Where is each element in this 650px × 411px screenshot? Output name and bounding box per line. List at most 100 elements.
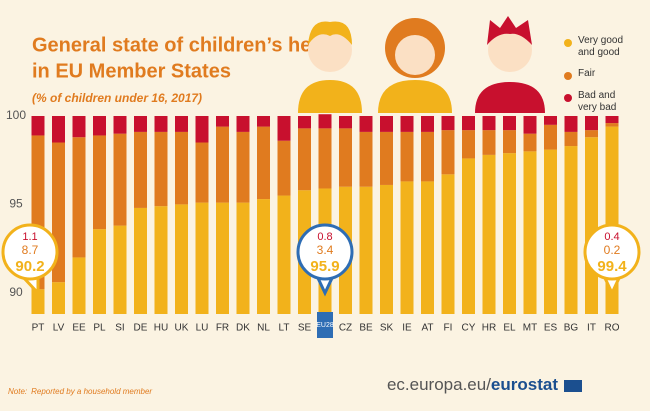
legend-marker: [564, 94, 572, 102]
bar-segment: [380, 184, 393, 314]
callout: [296, 223, 354, 281]
legend-label: Very good and good: [578, 35, 624, 58]
x-tick-label: BE: [359, 323, 373, 334]
bar-segment: [216, 116, 229, 127]
bar-segment: [523, 116, 537, 134]
y-tick-label: 95: [9, 197, 23, 211]
bar-segment: [195, 202, 209, 314]
bar-segment: [380, 116, 393, 132]
bar-segment: [113, 225, 127, 314]
x-tick-label: NL: [257, 323, 270, 334]
legend-marker: [564, 72, 572, 80]
bar-segment: [421, 131, 434, 182]
bar-segment: [585, 137, 598, 314]
bar-segment: [564, 131, 578, 147]
bar-segment: [462, 130, 475, 159]
x-tick-label: EL: [503, 323, 516, 334]
data-label: 90.2: [15, 258, 44, 275]
bar-segment: [544, 124, 557, 150]
x-tick-label: SK: [380, 323, 394, 334]
bar-segment: [175, 204, 188, 314]
source: ec.europa.eu/eurostat: [387, 375, 558, 394]
callout: [583, 223, 641, 281]
bar-segment: [421, 181, 434, 314]
x-tick-label: HR: [482, 323, 496, 334]
bar-segment: [544, 149, 557, 314]
bar-segment: [400, 116, 414, 132]
bar-segment: [93, 229, 106, 314]
bar-segment: [564, 116, 578, 132]
bar-segment: [277, 195, 291, 314]
bar-segment: [523, 151, 537, 314]
bar-segment: [339, 116, 352, 129]
bar-segment: [31, 289, 45, 314]
bar-segment: [359, 186, 373, 314]
bar-segment: [503, 153, 516, 314]
bar-segment: [93, 135, 106, 230]
bar-segment: [544, 116, 557, 125]
legend-item: Bad and very bad: [578, 90, 617, 113]
data-label: 0.8: [317, 231, 332, 243]
data-label: 0.4: [604, 231, 619, 243]
legend-marker: [564, 39, 572, 47]
legend-label: Bad and very bad: [578, 90, 617, 113]
bar-segment: [72, 137, 86, 258]
chart-subtitle: (% of children under 16, 2017): [32, 91, 202, 105]
x-tick-label: IT: [587, 323, 596, 334]
legend-item: Very good and good: [578, 35, 624, 58]
x-tick-label: DE: [134, 323, 148, 334]
data-label: 99.4: [597, 258, 627, 275]
bar-segment: [113, 133, 127, 226]
bar-segment: [523, 133, 537, 152]
bar-segment: [277, 116, 291, 141]
source-domain: ec.europa.eu/: [387, 375, 491, 394]
bar-segment: [236, 202, 250, 314]
bar-segment: [441, 130, 455, 175]
bar-segment: [31, 116, 45, 136]
logo: [564, 380, 582, 392]
bar-segment: [113, 116, 127, 134]
bar-segment: [236, 131, 250, 203]
data-label: 0.2: [604, 243, 621, 257]
bar-segment: [298, 116, 311, 129]
x-tick-label: LU: [196, 323, 209, 334]
bar-segment: [380, 131, 393, 185]
bar-segment: [134, 207, 147, 314]
bar-segment: [134, 131, 147, 208]
bar-segment: [482, 154, 496, 314]
bar-segment: [72, 257, 86, 314]
chart-title: General state of children’s health: [32, 34, 347, 56]
x-tick-label: RO: [605, 323, 620, 334]
x-tick-label: PT: [32, 323, 45, 334]
legend-label: Fair: [578, 68, 596, 79]
bar-segment: [605, 116, 619, 124]
x-tick-label: ES: [544, 323, 558, 334]
data-label: 3.4: [317, 243, 334, 257]
bar-segment: [318, 114, 332, 129]
x-tick-label: MT: [523, 323, 537, 334]
x-tick-label: EU28: [316, 322, 334, 329]
note-text: Reported by a household member: [31, 387, 152, 396]
x-tick-label: DK: [236, 323, 250, 334]
bar-segment: [236, 116, 250, 132]
bar-segment: [339, 128, 352, 187]
bar-segment: [400, 181, 414, 314]
bar-segment: [462, 116, 475, 131]
legend-item: Fair: [578, 68, 596, 79]
bar-segment: [564, 146, 578, 314]
bar-segment: [195, 116, 209, 143]
bar-segment: [318, 128, 332, 189]
bar-segment: [503, 116, 516, 131]
bar-segment: [216, 202, 229, 314]
bar-segment: [52, 116, 65, 143]
bar-segment: [359, 131, 373, 187]
x-tick-label: LT: [279, 323, 290, 334]
callout: [1, 223, 59, 281]
bar-segment: [52, 282, 65, 314]
x-tick-label: HU: [154, 323, 168, 334]
bar-segment: [298, 128, 311, 191]
source-brand: eurostat: [491, 375, 558, 394]
bar-segment: [257, 116, 270, 127]
